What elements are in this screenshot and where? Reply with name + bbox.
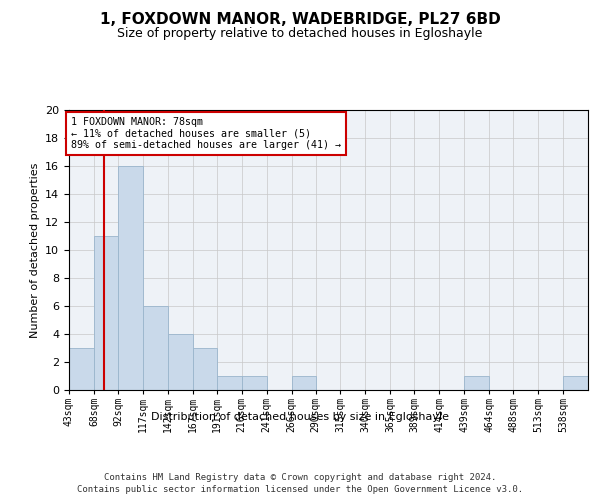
- Bar: [168, 334, 193, 390]
- Bar: [217, 376, 242, 390]
- Text: 1 FOXDOWN MANOR: 78sqm
← 11% of detached houses are smaller (5)
89% of semi-deta: 1 FOXDOWN MANOR: 78sqm ← 11% of detached…: [71, 117, 341, 150]
- Bar: [94, 236, 118, 390]
- Text: Distribution of detached houses by size in Egloshayle: Distribution of detached houses by size …: [151, 412, 449, 422]
- Bar: [118, 166, 143, 390]
- Bar: [464, 376, 489, 390]
- Text: Size of property relative to detached houses in Egloshayle: Size of property relative to detached ho…: [118, 28, 482, 40]
- Bar: [193, 348, 217, 390]
- Y-axis label: Number of detached properties: Number of detached properties: [29, 162, 40, 338]
- Text: 1, FOXDOWN MANOR, WADEBRIDGE, PL27 6BD: 1, FOXDOWN MANOR, WADEBRIDGE, PL27 6BD: [100, 12, 500, 28]
- Text: Contains public sector information licensed under the Open Government Licence v3: Contains public sector information licen…: [77, 485, 523, 494]
- Bar: [292, 376, 316, 390]
- Text: Contains HM Land Registry data © Crown copyright and database right 2024.: Contains HM Land Registry data © Crown c…: [104, 472, 496, 482]
- Bar: [143, 306, 168, 390]
- Bar: [563, 376, 588, 390]
- Bar: [69, 348, 94, 390]
- Bar: [242, 376, 266, 390]
